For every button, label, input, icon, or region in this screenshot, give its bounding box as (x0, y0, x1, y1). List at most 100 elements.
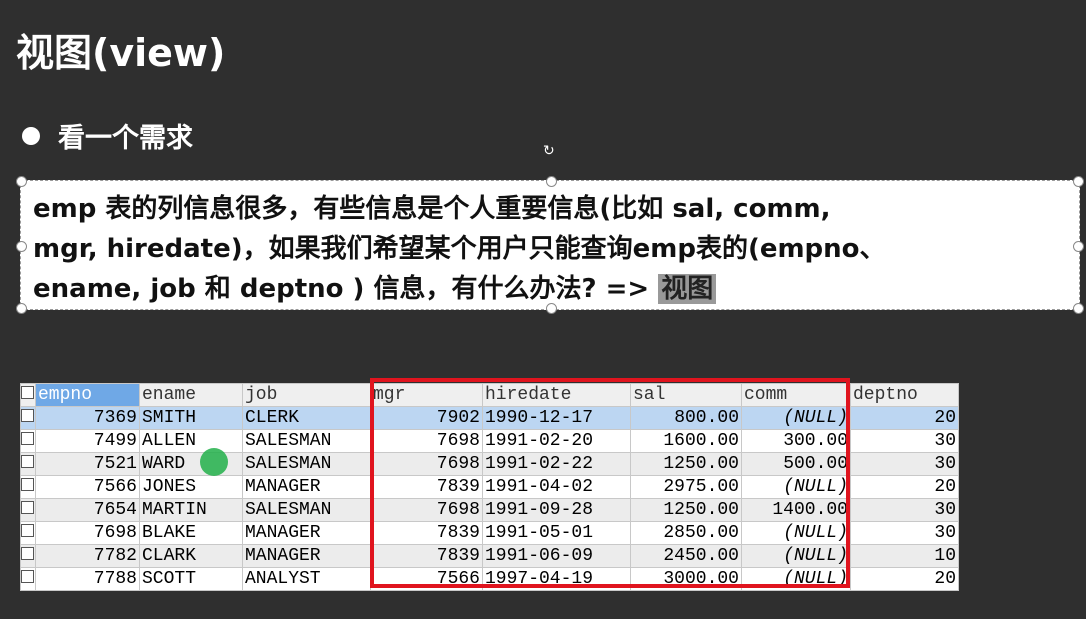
row-checkbox[interactable] (21, 409, 34, 422)
cell-deptno[interactable]: 20 (850, 406, 959, 430)
cell-job[interactable]: MANAGER (242, 521, 371, 545)
row-checkbox-cell[interactable] (20, 429, 36, 453)
resize-handle[interactable] (16, 303, 27, 314)
text-line: mgr, hiredate)，如果我们希望某个用户只能查询emp表的(empno… (33, 234, 886, 264)
cell-ename[interactable]: MARTIN (139, 498, 243, 522)
column-header-mgr[interactable]: mgr (370, 383, 483, 407)
cell-empno[interactable]: 7521 (35, 452, 140, 476)
cell-sal[interactable]: 1250.00 (630, 498, 742, 522)
column-header-deptno[interactable]: deptno (850, 383, 959, 407)
table-row[interactable]: 7499 ALLEN SALESMAN 7698 1991-02-20 1600.00 30… (20, 429, 959, 453)
cell-deptno[interactable]: 20 (850, 567, 959, 591)
resize-handle[interactable] (16, 176, 27, 187)
cell-job[interactable]: ANALYST (242, 567, 371, 591)
cell-deptno[interactable]: 30 (850, 452, 959, 476)
cell-ename[interactable]: SCOTT (139, 567, 243, 591)
text-box[interactable]: emp 表的列信息很多，有些信息是个人重要信息(比如 sal, comm, mg… (16, 176, 1084, 314)
cell-ename[interactable]: BLAKE (139, 521, 243, 545)
cell-hiredate[interactable]: 1991-05-01 (482, 521, 631, 545)
column-header-empno[interactable]: empno (35, 383, 140, 407)
cursor-indicator-icon (200, 448, 228, 476)
cell-ename[interactable]: SMITH (139, 406, 243, 430)
cell-ename[interactable]: ALLEN (139, 429, 243, 453)
row-checkbox-cell[interactable] (20, 567, 36, 591)
cell-empno[interactable]: 7654 (35, 498, 140, 522)
cell-sal[interactable]: 2450.00 (630, 544, 742, 568)
cell-job[interactable]: MANAGER (242, 544, 371, 568)
text-line: ename, job 和 deptno ) 信息，有什么办法? => 视图 (33, 269, 1067, 309)
cell-empno[interactable]: 7698 (35, 521, 140, 545)
bullet-dot-icon (22, 126, 40, 145)
cell-ename[interactable]: CLARK (139, 544, 243, 568)
cell-job[interactable]: CLERK (242, 406, 371, 430)
bullet-item: 看一个需求 (22, 116, 193, 155)
cell-job[interactable]: SALESMAN (242, 452, 371, 476)
select-all-checkbox[interactable] (21, 386, 34, 399)
row-checkbox[interactable] (21, 478, 34, 491)
cell-hiredate[interactable]: 1991-02-20 (482, 429, 631, 453)
resize-handle[interactable] (16, 241, 27, 252)
cell-mgr[interactable]: 7902 (370, 406, 483, 430)
row-checkbox-cell[interactable] (20, 475, 36, 499)
cell-hiredate[interactable]: 1990-12-17 (482, 406, 631, 430)
highlighted-term: 视图 (658, 274, 717, 304)
rotate-handle-icon[interactable]: ↻ (543, 143, 555, 159)
table-row[interactable]: 7369 SMITH CLERK 7902 1990-12-17 800.00 (NULL)… (20, 406, 959, 430)
cell-deptno[interactable]: 30 (850, 521, 959, 545)
row-checkbox-cell[interactable] (20, 498, 36, 522)
row-checkbox[interactable] (21, 455, 34, 468)
row-checkbox-cell[interactable] (20, 406, 36, 430)
row-checkbox[interactable] (21, 501, 34, 514)
resize-handle[interactable] (1073, 176, 1084, 187)
cell-job[interactable]: SALESMAN (242, 498, 371, 522)
cell-deptno[interactable]: 20 (850, 475, 959, 499)
cell-deptno[interactable]: 10 (850, 544, 959, 568)
cell-mgr[interactable]: 7839 (370, 521, 483, 545)
cell-comm[interactable]: 300.00 (741, 429, 851, 453)
cell-empno[interactable]: 7566 (35, 475, 140, 499)
cell-job[interactable]: SALESMAN (242, 429, 371, 453)
resize-handle[interactable] (546, 176, 557, 187)
row-checkbox[interactable] (21, 524, 34, 537)
row-checkbox[interactable] (21, 547, 34, 560)
cell-mgr[interactable]: 7698 (370, 452, 483, 476)
text-line-part: ename, job 和 deptno ) 信息，有什么办法? => (33, 274, 659, 304)
cell-empno[interactable]: 7788 (35, 567, 140, 591)
cell-empno[interactable]: 7782 (35, 544, 140, 568)
cell-hiredate[interactable]: 1991-04-02 (482, 475, 631, 499)
emp-table: empno ename job mgr hiredate sal comm deptno 73… (20, 383, 959, 591)
row-checkbox[interactable] (21, 570, 34, 583)
cell-sal[interactable]: 800.00 (630, 406, 742, 430)
cell-sal[interactable]: 2850.00 (630, 521, 742, 545)
column-header-ename[interactable]: ename (139, 383, 243, 407)
table-row[interactable]: 7698 BLAKE MANAGER 7839 1991-05-01 2850.00 (NU… (20, 521, 959, 545)
column-header-job[interactable]: job (242, 383, 371, 407)
cell-empno[interactable]: 7369 (35, 406, 140, 430)
cell-deptno[interactable]: 30 (850, 498, 959, 522)
cell-sal[interactable]: 1250.00 (630, 452, 742, 476)
cell-sal[interactable]: 2975.00 (630, 475, 742, 499)
checkbox-header (20, 383, 36, 407)
resize-handle[interactable] (546, 303, 557, 314)
resize-handle[interactable] (1073, 241, 1084, 252)
cell-mgr[interactable]: 7698 (370, 498, 483, 522)
row-checkbox-cell[interactable] (20, 521, 36, 545)
column-header-hiredate[interactable]: hiredate (482, 383, 631, 407)
resize-handle[interactable] (1073, 303, 1084, 314)
cell-mgr[interactable]: 7698 (370, 429, 483, 453)
cell-empno[interactable]: 7499 (35, 429, 140, 453)
cell-hiredate[interactable]: 1991-09-28 (482, 498, 631, 522)
cell-comm[interactable]: 1400.00 (741, 498, 851, 522)
cell-deptno[interactable]: 30 (850, 429, 959, 453)
cell-comm[interactable]: (NULL) (741, 406, 851, 430)
cell-hiredate[interactable]: 1991-06-09 (482, 544, 631, 568)
table-row[interactable]: 7782 CLARK MANAGER 7839 1991-06-09 2450.00 (NU… (20, 544, 959, 568)
cell-job[interactable]: MANAGER (242, 475, 371, 499)
cell-ename[interactable]: JONES (139, 475, 243, 499)
text-line: emp 表的列信息很多，有些信息是个人重要信息(比如 sal, comm, (33, 194, 831, 224)
row-checkbox[interactable] (21, 432, 34, 445)
row-checkbox-cell[interactable] (20, 452, 36, 476)
cell-hiredate[interactable]: 1991-02-22 (482, 452, 631, 476)
bullet-text: 看一个需求 (58, 123, 193, 154)
row-checkbox-cell[interactable] (20, 544, 36, 568)
